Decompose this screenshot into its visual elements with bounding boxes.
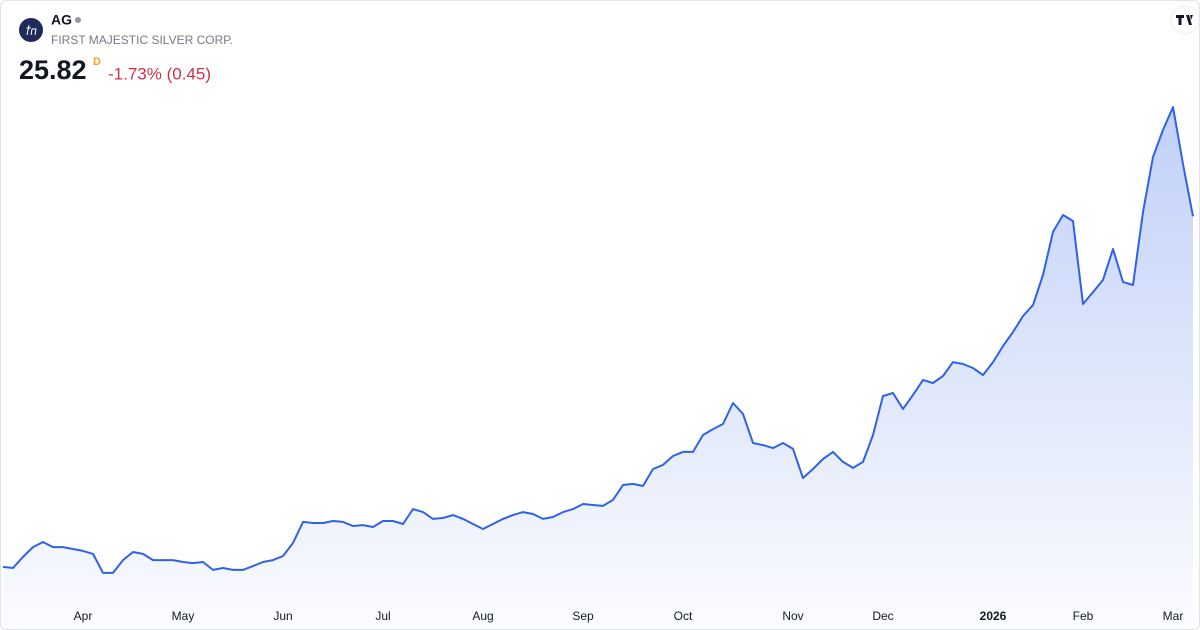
area-fill <box>3 107 1193 630</box>
ticker: AG <box>51 12 72 28</box>
tv-logo <box>1170 5 1200 35</box>
logo <box>19 18 43 42</box>
company-name: FIRST MAJESTIC SILVER CORP. <box>51 33 233 47</box>
logo-mark <box>26 24 37 36</box>
price-change: -1.73% (0.45) <box>108 64 211 83</box>
status-dot <box>75 17 81 23</box>
price-flag: D <box>93 56 101 68</box>
price: 25.82 <box>19 55 87 85</box>
price-line <box>2 106 1194 574</box>
